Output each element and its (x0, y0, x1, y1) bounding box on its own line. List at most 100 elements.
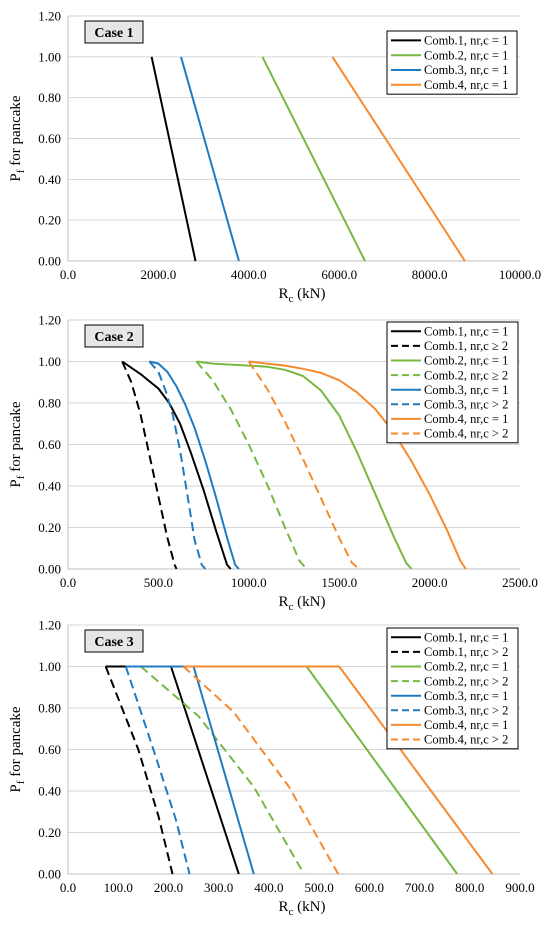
series-line-3 (196, 360, 413, 570)
legend-label: Comb.4, nr,c > 2 (424, 427, 508, 441)
y-axis-title: Pf for pancake (8, 706, 27, 792)
x-tick-label: 100.0 (104, 880, 133, 895)
y-tick-label: 0.20 (38, 825, 61, 840)
legend-label: Comb.3, nr,c = 1 (424, 383, 508, 397)
legend-label: Comb.3, nr,c > 2 (424, 704, 508, 718)
legend-label: Comb.2, nr,c = 1 (424, 354, 508, 368)
y-tick-label: 0.40 (38, 479, 61, 494)
series-line-4 (195, 360, 308, 570)
y-tick-label: 0.20 (38, 520, 61, 535)
case-label-text: Case 1 (94, 26, 133, 41)
x-tick-label: 600.0 (355, 880, 384, 895)
series-line-2 (261, 56, 366, 262)
y-tick-label: 0.80 (38, 90, 61, 105)
legend-label: Comb.2, nr,c ≥ 2 (424, 368, 508, 382)
series-line-1 (150, 56, 197, 262)
series-line-5 (149, 360, 240, 570)
x-tick-label: 10000.0 (499, 267, 541, 282)
x-tick-label: 6000.0 (321, 267, 357, 282)
case-label-box (84, 629, 144, 653)
series-line-8 (247, 360, 360, 570)
x-tick-label: 2000.0 (412, 575, 448, 590)
x-tick-label: 0.0 (60, 267, 76, 282)
legend-label: Comb.1, nr,c = 1 (424, 325, 508, 339)
chart-panel-1: 0.00 0.20 0.40 0.60 0.80 1.00 1.20 0.0 2000.0 400… (8, 9, 541, 306)
legend-label: Comb.3, nr,c = 1 (424, 63, 508, 77)
legend-label: Comb.4, nr,c = 1 (424, 718, 508, 732)
legend-label: Comb.2, nr,c = 1 (424, 48, 508, 62)
series-line-4 (140, 665, 305, 875)
case-label-box (84, 324, 144, 348)
x-tick-label: 8000.0 (412, 267, 448, 282)
series-line-2 (121, 361, 178, 570)
y-tick-label: 0.00 (38, 562, 61, 577)
x-tick-label: 4000.0 (231, 267, 267, 282)
legend-label: Comb.2, nr,c = 1 (424, 660, 508, 674)
chart-panel-2: 0.00 0.20 0.40 0.60 0.80 1.00 1.20 0.0 500.0 1000… (8, 313, 538, 614)
case-label-text: Case 2 (94, 330, 133, 345)
series-line-2 (104, 666, 174, 875)
x-tick-label: 300.0 (204, 880, 233, 895)
case-label-box (84, 20, 144, 44)
y-tick-label: 1.00 (38, 49, 61, 64)
series-line-6 (124, 666, 191, 875)
chart-panel-3: 0.00 0.20 0.40 0.60 0.80 1.00 1.20 0.0 100.0 200.… (8, 618, 535, 919)
legend-label: Comb.1, nr,c = 1 (424, 631, 508, 645)
legend-box (386, 627, 519, 750)
legend-label: Comb.4, nr,c = 1 (424, 412, 508, 426)
y-tick-label: 0.80 (38, 396, 61, 411)
y-tick-label: 1.20 (38, 618, 61, 633)
legend-label: Comb.2, nr,c > 2 (424, 674, 508, 688)
x-axis-title: Rc (kN) (279, 286, 326, 305)
series-line-5 (125, 665, 255, 875)
y-tick-label: 0.00 (38, 867, 61, 882)
legend-label: Comb.1, nr,c = 1 (424, 34, 508, 48)
legend-label: Comb.1, nr,c ≥ 2 (424, 339, 508, 353)
x-tick-label: 200.0 (154, 880, 183, 895)
y-tick-label: 1.00 (38, 659, 61, 674)
case-label: Case 1 (84, 20, 144, 44)
series-line-8 (182, 665, 340, 875)
legend-label: Comb.4, nr,c = 1 (424, 78, 508, 92)
x-tick-label: 500.0 (304, 880, 333, 895)
y-tick-label: 0.20 (38, 213, 61, 228)
legend-box (386, 321, 519, 444)
y-axis-title: Pf for pancake (8, 401, 27, 487)
x-tick-label: 1500.0 (321, 575, 357, 590)
legend-box (386, 30, 518, 95)
x-tick-label: 0.0 (60, 880, 76, 895)
x-tick-label: 500.0 (144, 575, 173, 590)
x-axis-title: Rc (kN) (279, 594, 326, 613)
y-tick-label: 0.40 (38, 784, 61, 799)
legend-label: Comb.4, nr,c > 2 (424, 733, 508, 747)
x-tick-label: 400.0 (254, 880, 283, 895)
y-tick-label: 1.20 (38, 9, 61, 24)
series-line-7 (183, 665, 494, 875)
y-tick-label: 0.60 (38, 131, 61, 146)
y-tick-label: 0.40 (38, 172, 61, 187)
x-tick-label: 0.0 (60, 575, 76, 590)
series-line-1 (121, 360, 232, 570)
case-label: Case 2 (84, 324, 144, 348)
x-tick-label: 1000.0 (231, 575, 267, 590)
y-tick-label: 1.20 (38, 313, 61, 328)
y-tick-label: 0.80 (38, 701, 61, 716)
x-axis-title: Rc (kN) (279, 899, 326, 918)
y-tick-label: 0.60 (38, 742, 61, 757)
series-line-7 (248, 360, 467, 570)
series-line-3 (180, 56, 240, 262)
x-tick-label: 2000.0 (141, 267, 177, 282)
x-tick-label: 2500.0 (502, 575, 538, 590)
series-line-6 (148, 360, 207, 570)
y-tick-label: 0.00 (38, 254, 61, 269)
x-tick-label: 900.0 (505, 880, 534, 895)
y-axis-title: Pf for pancake (8, 95, 27, 181)
y-tick-label: 1.00 (38, 354, 61, 369)
legend-label: Comb.3, nr,c = 1 (424, 689, 508, 703)
case-label: Case 3 (84, 629, 144, 653)
x-tick-label: 800.0 (455, 880, 484, 895)
